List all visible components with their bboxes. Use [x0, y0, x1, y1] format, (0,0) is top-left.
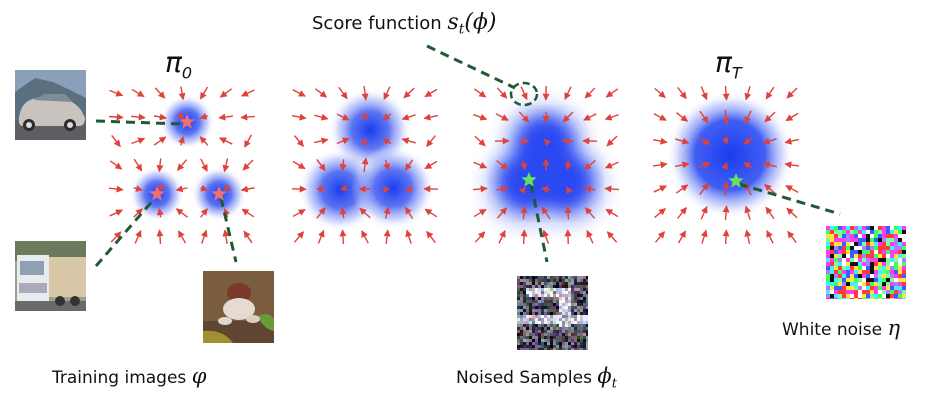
score-arrows — [108, 85, 800, 245]
frog-thumbnail — [203, 271, 274, 343]
car-image — [15, 70, 86, 140]
training-images-symbol: φ — [191, 364, 207, 388]
white-noise-text: White noise — [782, 320, 888, 340]
truck-image — [15, 241, 86, 311]
score-function-subscript: t — [458, 21, 465, 38]
truck-thumbnail — [15, 241, 86, 311]
piT-subscript: T — [731, 63, 742, 83]
score-function-text: Score function — [312, 13, 448, 34]
noised-samples-symbol: ϕ — [597, 364, 612, 388]
noised-samples-label: Noised Samples ϕt — [456, 364, 617, 391]
noised-thumbnail — [517, 276, 588, 350]
noised-samples-subscript: t — [611, 376, 617, 392]
training-images-label: Training images φ — [52, 364, 206, 388]
pi-symbol: π — [165, 46, 182, 79]
frog-image — [203, 271, 274, 343]
car-thumbnail — [15, 70, 86, 140]
white-noise-symbol: η — [887, 316, 901, 340]
noised-connector — [529, 183, 549, 263]
score-function-label: Score function st(ϕ) — [312, 10, 497, 38]
score-highlight-circle — [509, 81, 539, 107]
score-connector — [426, 44, 516, 90]
stars — [149, 114, 744, 201]
piT-title: πT — [715, 46, 742, 83]
pi0-title: π0 — [165, 46, 192, 83]
white-noise-image — [826, 226, 906, 299]
score-function-argument: (ϕ) — [464, 10, 497, 35]
pi0-subscript: 0 — [181, 63, 193, 83]
noised-sample-image — [517, 276, 588, 350]
noised-samples-text: Noised Samples — [456, 368, 598, 388]
connectors — [94, 44, 841, 267]
density-blobs — [129, 88, 794, 232]
pi-symbol: π — [715, 46, 732, 79]
training-images-text: Training images — [52, 368, 192, 388]
frog-connector — [219, 197, 238, 263]
score-function-symbol: s — [447, 10, 459, 35]
white-noise-label: White noise η — [782, 316, 900, 340]
noise-connector — [738, 182, 841, 216]
noise-thumbnail — [826, 226, 906, 299]
truck-connector — [94, 197, 157, 267]
